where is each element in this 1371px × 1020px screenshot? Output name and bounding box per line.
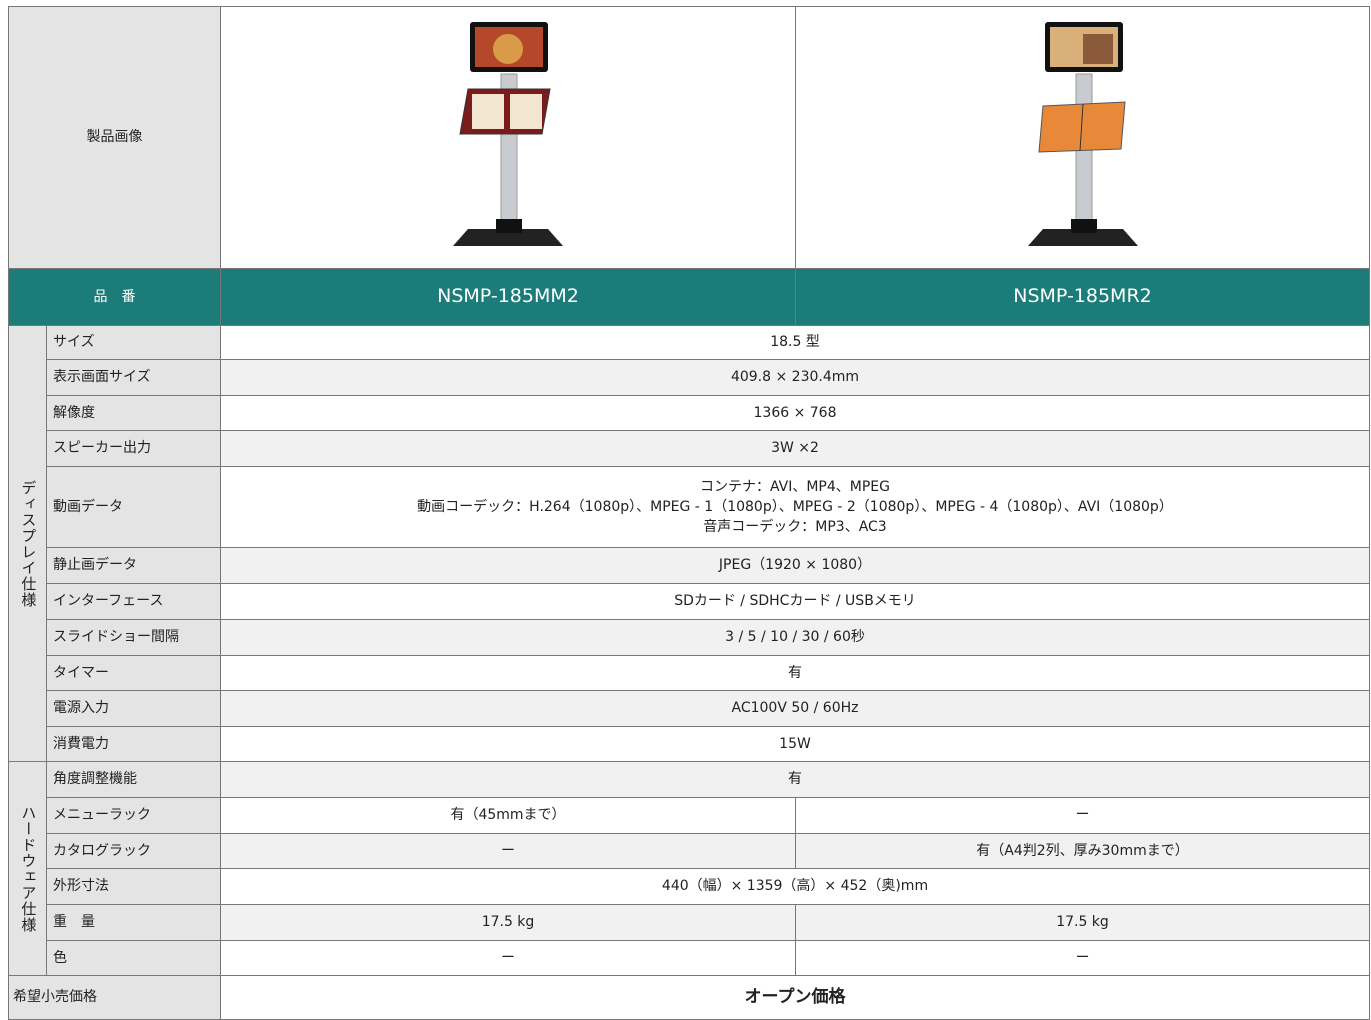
group-label: ディスプレイ仕様 <box>8 325 47 762</box>
price-value: オープン価格 <box>220 975 1370 1020</box>
spec-row: 表示画面サイズ 409.8 × 230.4mm <box>9 359 1370 396</box>
price-label: 希望小売価格 <box>8 975 221 1020</box>
spec-value: ー <box>795 940 1370 976</box>
spec-value: 有（A4判2列、厚み30mmまで） <box>795 833 1370 869</box>
spec-value: SDカード / SDHCカード / USBメモリ <box>220 583 1370 620</box>
row-label: インターフェース <box>46 583 221 620</box>
spec-value: 440（幅）× 1359（高）× 452（奥)mm <box>220 868 1370 905</box>
group-label: ハードウェア仕様 <box>8 761 47 976</box>
image-cell <box>220 6 796 269</box>
spec-value: 3 / 5 / 10 / 30 / 60秒 <box>220 619 1370 656</box>
spec-row: タイマー有 <box>9 655 1370 691</box>
spec-row: インターフェース SDカード / SDHCカード / USBメモリ <box>9 583 1370 620</box>
spec-value: 18.5 型 <box>220 325 1370 360</box>
row-label: 消費電力 <box>46 726 221 762</box>
spec-line: 動画コーデック：H.264（1080p）、MPEG - 1（1080p）、MPE… <box>417 498 1173 515</box>
spec-value: ー <box>795 797 1370 834</box>
spec-value: 有 <box>220 655 1370 691</box>
model-row: 品 番 NSMP-185MM2 NSMP-185MR2 <box>8 268 1370 326</box>
row-label: 動画データ <box>46 466 221 548</box>
product-image <box>1027 22 1138 247</box>
row-label: 色 <box>46 940 221 976</box>
row-label: 重 量 <box>46 904 221 941</box>
spec-table: 製品画像品 番 NSMP-185MM2 NSMP-185MR2 ディスプレイ仕様 サイズ… <box>8 6 1370 1020</box>
spec-value: コンテナ：AVI、MP4、MPEG 動画コーデック：H.264（1080p）、MP… <box>220 466 1370 548</box>
spec-row: スピーカー出力 3W ×2 <box>9 430 1370 467</box>
spec-line: 音声コーデック：MP3、AC3 <box>703 519 887 536</box>
spec-value: 15W <box>220 726 1370 762</box>
product-image <box>453 22 563 247</box>
spec-row: 静止画データ JPEG（1920 × 1080） <box>9 547 1370 584</box>
row-label: 外形寸法 <box>46 868 221 905</box>
row-label: スライドショー間隔 <box>46 619 221 656</box>
spec-row: スライドショー間隔 3 / 5 / 10 / 30 / 60秒 <box>9 619 1370 656</box>
row-label: 表示画面サイズ <box>46 359 221 396</box>
image-cell <box>795 6 1370 269</box>
spec-value: ー <box>220 940 796 976</box>
spec-row: カタログラックー有（A4判2列、厚み30mmまで） <box>9 833 1370 869</box>
row-label: スピーカー出力 <box>46 430 221 467</box>
spec-row: 消費電力 15W <box>9 726 1370 762</box>
price-row: 希望小売価格 オープン価格 <box>8 975 1370 1020</box>
spec-line: コンテナ：AVI、MP4、MPEG <box>699 478 891 495</box>
spec-row: 外形寸法 440（幅）× 1359（高）× 452（奥)mm <box>9 868 1370 905</box>
spec-row: 色ーー <box>9 940 1370 976</box>
part-label: 品 番 <box>8 268 221 326</box>
spec-row: 解像度 1366 × 768 <box>9 395 1370 431</box>
spec-row: メニューラック 有（45mmまで）ー <box>9 797 1370 834</box>
spec-row: ハードウェア仕様 角度調整機能有 <box>8 761 1370 976</box>
row-label: 解像度 <box>46 395 221 431</box>
spec-value: 409.8 × 230.4mm <box>220 359 1370 396</box>
model-name: NSMP-185MR2 <box>795 268 1370 326</box>
spec-value: AC100V 50 / 60Hz <box>220 690 1370 727</box>
spec-row: 重 量 17.5 kg 17.5 kg <box>9 904 1370 941</box>
row-label: タイマー <box>46 655 221 691</box>
spec-value: JPEG（1920 × 1080） <box>220 547 1370 584</box>
image-label: 製品画像 <box>8 6 221 269</box>
spec-row: ディスプレイ仕様 サイズ 18.5 型 <box>8 325 1370 762</box>
spec-row: 動画データ コンテナ：AVI、MP4、MPEG 動画コーデック：H.264（1080… <box>9 466 1370 548</box>
spec-value: 3W ×2 <box>220 430 1370 467</box>
spec-value: ー <box>220 833 796 869</box>
spec-row: 電源入力 AC100V 50 / 60Hz <box>9 690 1370 727</box>
spec-value: 有 <box>220 761 1370 798</box>
model-name: NSMP-185MM2 <box>220 268 796 326</box>
spec-value: 17.5 kg <box>220 904 796 941</box>
spec-value: 有（45mmまで） <box>220 797 796 834</box>
spec-value: 1366 × 768 <box>220 395 1370 431</box>
row-label: カタログラック <box>46 833 221 869</box>
row-label: メニューラック <box>46 797 221 834</box>
row-label: 角度調整機能 <box>46 761 221 798</box>
row-label: サイズ <box>46 325 221 360</box>
image-row: 製品画像 <box>8 6 1370 269</box>
row-label: 静止画データ <box>46 547 221 584</box>
spec-value: 17.5 kg <box>795 904 1370 941</box>
row-label: 電源入力 <box>46 690 221 727</box>
